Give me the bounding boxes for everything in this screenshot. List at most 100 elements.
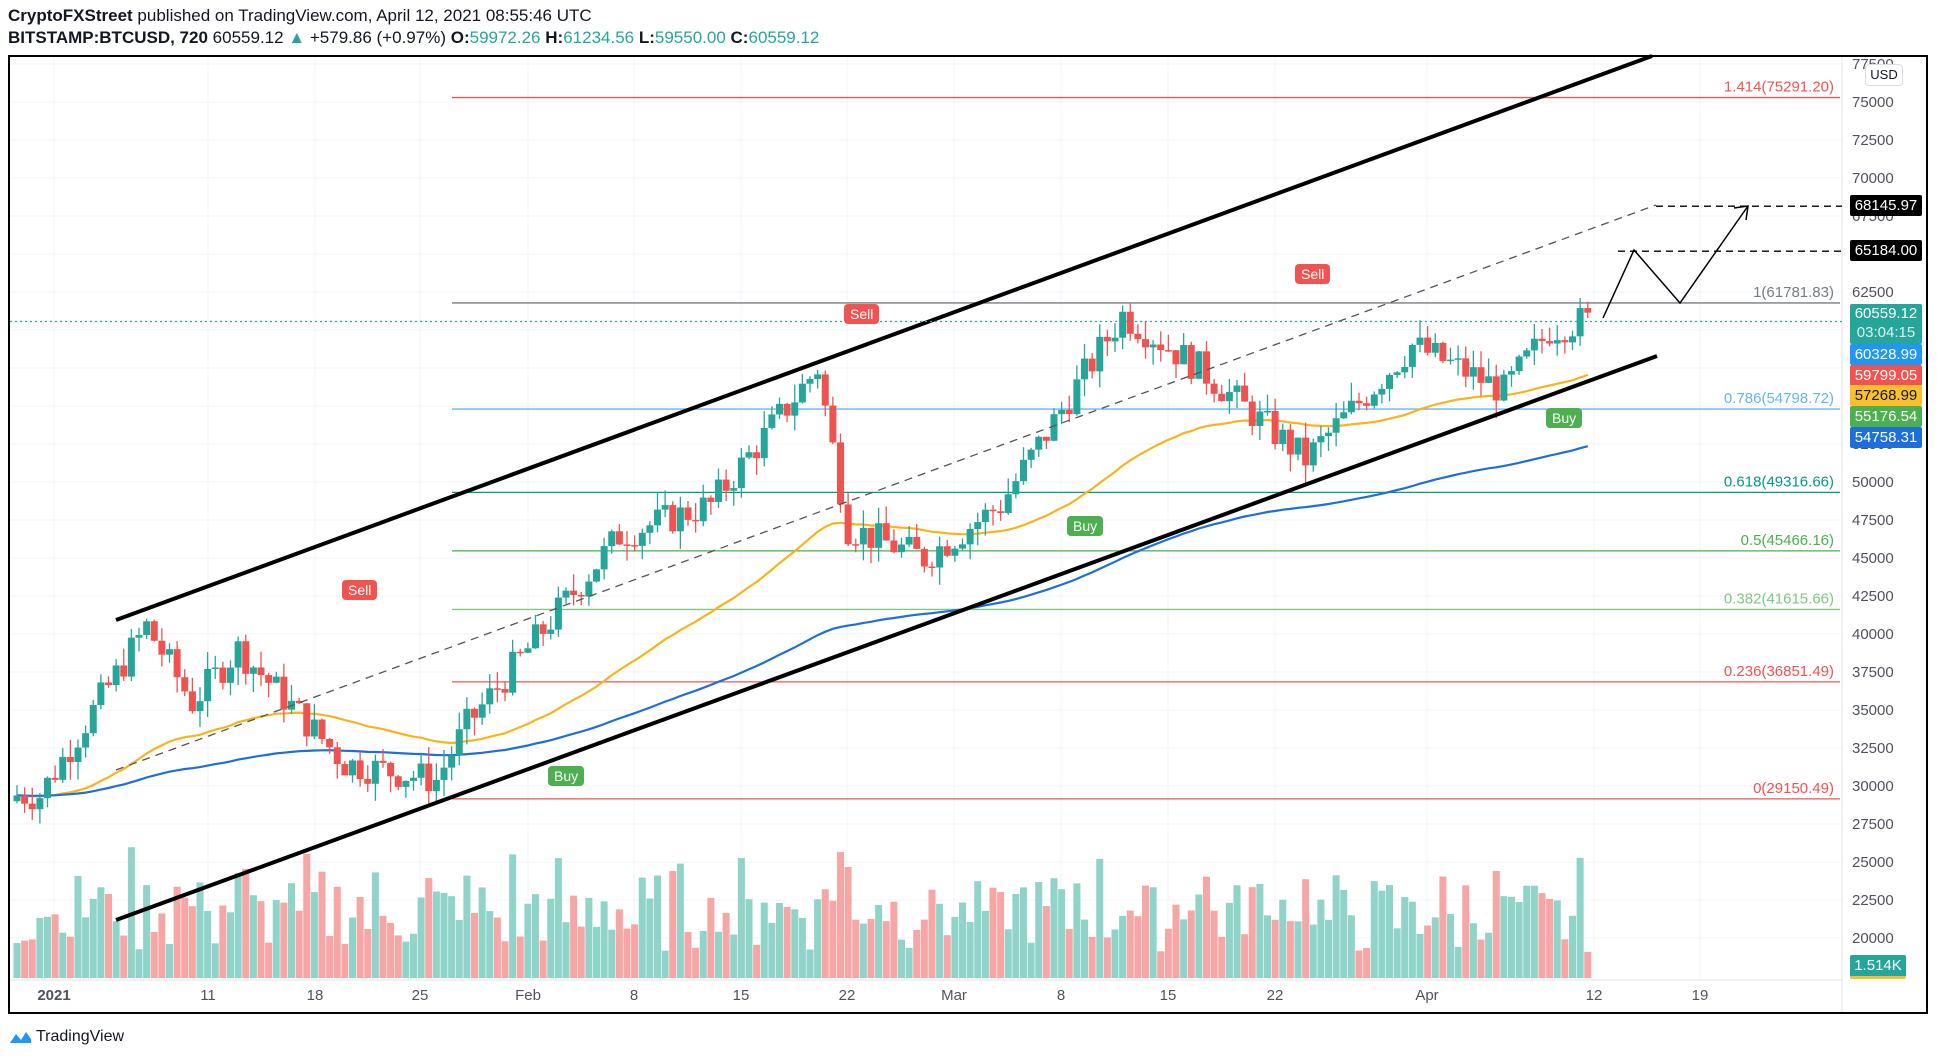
candle[interactable]	[837, 433, 844, 513]
candle[interactable]	[745, 445, 753, 460]
candle[interactable]	[410, 770, 417, 791]
candle[interactable]	[875, 507, 883, 562]
candle[interactable]	[249, 665, 257, 692]
candle[interactable]	[1309, 438, 1317, 472]
candle[interactable]	[1401, 356, 1409, 379]
candle[interactable]	[364, 765, 372, 793]
candle[interactable]	[829, 396, 837, 445]
candle[interactable]	[1279, 423, 1287, 452]
candle[interactable]	[882, 506, 890, 541]
candle[interactable]	[1492, 364, 1500, 419]
candle[interactable]	[1317, 425, 1325, 458]
candle[interactable]	[768, 406, 776, 430]
candle[interactable]	[425, 747, 433, 804]
candle[interactable]	[913, 524, 921, 550]
candle[interactable]	[1485, 358, 1493, 383]
candle[interactable]	[326, 737, 334, 754]
candle[interactable]	[776, 397, 783, 419]
candle[interactable]	[1195, 351, 1203, 380]
candle[interactable]	[1042, 436, 1050, 449]
candle[interactable]	[21, 787, 29, 813]
candle[interactable]	[1126, 303, 1134, 341]
candle[interactable]	[730, 480, 738, 506]
candle[interactable]	[1225, 379, 1233, 414]
candle[interactable]	[341, 761, 349, 776]
sell-signal-label[interactable]: Sell	[1295, 264, 1331, 284]
candle[interactable]	[966, 523, 974, 560]
candle[interactable]	[928, 561, 936, 577]
lower-channel-line[interactable]	[115, 354, 1658, 922]
candle[interactable]	[684, 501, 692, 526]
candle[interactable]	[280, 663, 288, 723]
candle[interactable]	[615, 524, 623, 546]
candle[interactable]	[631, 535, 639, 551]
sell-signal-label[interactable]: Sell	[844, 304, 880, 324]
candle[interactable]	[989, 505, 997, 526]
candle[interactable]	[600, 537, 608, 580]
candle[interactable]	[532, 614, 539, 649]
candle[interactable]	[272, 671, 280, 684]
candle[interactable]	[120, 648, 128, 681]
candle[interactable]	[1073, 365, 1081, 416]
candle[interactable]	[1142, 321, 1149, 359]
candle[interactable]	[1119, 305, 1127, 350]
candle[interactable]	[1584, 301, 1592, 319]
candle[interactable]	[1294, 437, 1302, 461]
candle[interactable]	[1264, 394, 1271, 416]
candle[interactable]	[13, 785, 21, 804]
candle[interactable]	[570, 574, 578, 606]
candle[interactable]	[646, 521, 654, 545]
candle[interactable]	[1378, 383, 1386, 404]
candle[interactable]	[196, 687, 204, 727]
candle[interactable]	[852, 538, 860, 553]
candle[interactable]	[1561, 336, 1569, 354]
candle[interactable]	[51, 765, 59, 783]
candle[interactable]	[661, 490, 669, 518]
candle[interactable]	[1065, 395, 1073, 422]
candle[interactable]	[791, 384, 799, 431]
tradingview-logo[interactable]: TradingView	[8, 1028, 124, 1046]
candle[interactable]	[699, 484, 707, 527]
candle[interactable]	[66, 739, 74, 780]
candle[interactable]	[234, 636, 242, 686]
candle[interactable]	[188, 677, 196, 714]
buy-signal-label[interactable]: Buy	[548, 766, 585, 786]
candle[interactable]	[1180, 333, 1188, 365]
candle[interactable]	[486, 674, 494, 714]
candle[interactable]	[638, 528, 646, 560]
candle[interactable]	[1233, 380, 1241, 409]
candle[interactable]	[898, 537, 905, 558]
candle[interactable]	[166, 643, 173, 663]
candle[interactable]	[1538, 328, 1546, 354]
candle[interactable]	[1530, 323, 1538, 365]
candle[interactable]	[1218, 384, 1226, 402]
candle[interactable]	[74, 739, 82, 780]
candle[interactable]	[310, 704, 318, 740]
candle[interactable]	[1103, 329, 1111, 356]
candle[interactable]	[1081, 344, 1088, 397]
candle[interactable]	[722, 469, 730, 502]
candle[interactable]	[593, 568, 600, 583]
candle[interactable]	[1035, 435, 1043, 457]
candle[interactable]	[1187, 341, 1195, 385]
candle[interactable]	[1157, 331, 1165, 362]
candle[interactable]	[1546, 327, 1554, 347]
candle[interactable]	[1241, 372, 1249, 402]
candle[interactable]	[1462, 346, 1470, 388]
candle[interactable]	[1149, 340, 1157, 365]
candle[interactable]	[227, 660, 234, 696]
candle[interactable]	[760, 411, 768, 467]
candle[interactable]	[654, 492, 661, 533]
candle[interactable]	[97, 674, 105, 710]
candle[interactable]	[127, 629, 135, 681]
candle[interactable]	[1058, 401, 1066, 425]
candle[interactable]	[1172, 349, 1180, 378]
candle[interactable]	[371, 754, 379, 801]
candle[interactable]	[1386, 373, 1393, 402]
candle[interactable]	[1515, 354, 1523, 375]
candle[interactable]	[1454, 345, 1462, 376]
candle[interactable]	[539, 620, 547, 646]
candle[interactable]	[173, 641, 181, 693]
candle[interactable]	[303, 702, 311, 747]
candle[interactable]	[501, 682, 509, 702]
